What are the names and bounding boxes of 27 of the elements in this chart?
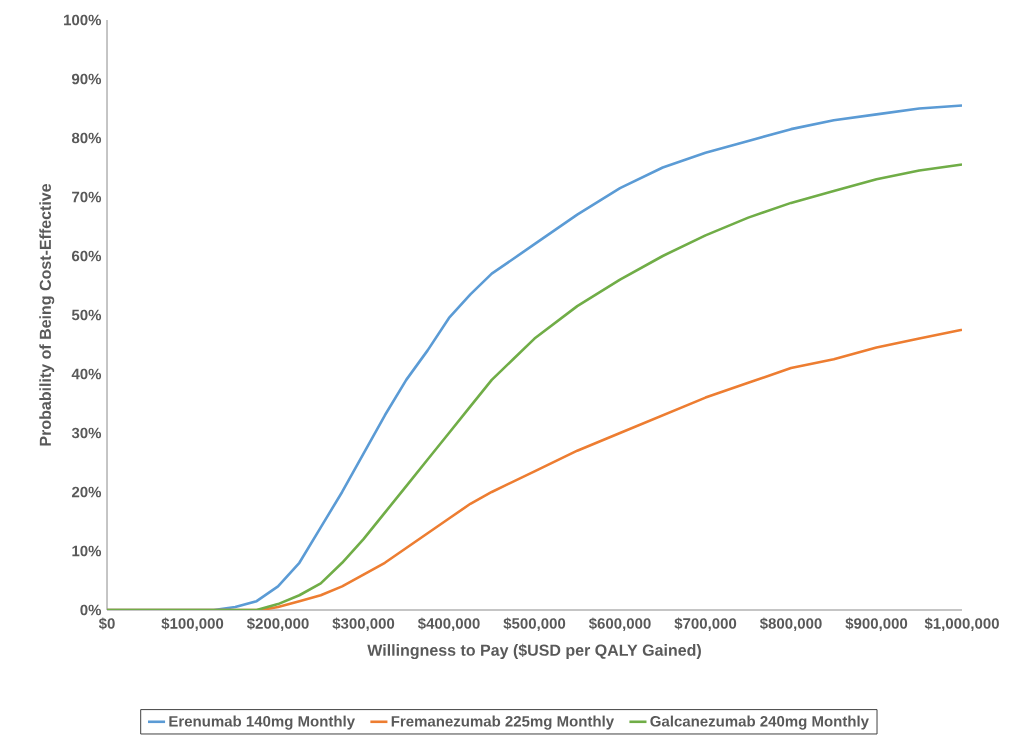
y-tick-label: 60% bbox=[72, 250, 102, 262]
x-tick-label: $0 bbox=[98, 617, 115, 630]
x-tick-label: $600,000 bbox=[588, 617, 651, 631]
y-tick-label: 40% bbox=[71, 368, 102, 380]
x-tick-label: $700,000 bbox=[674, 617, 737, 631]
y-tick-label: 0% bbox=[80, 604, 102, 616]
x-tick-label: $200,000 bbox=[246, 617, 309, 631]
y-tick-label: 10% bbox=[72, 545, 102, 557]
x-tick-label: $300,000 bbox=[332, 617, 395, 631]
x-tick-label: $900,000 bbox=[845, 617, 908, 631]
legend-label: Galcanezumab 240mg Monthly bbox=[650, 715, 869, 730]
y-tick-label: 100% bbox=[64, 14, 102, 26]
legend-label: Fremanezumab 225mg Monthly bbox=[391, 715, 615, 730]
y-tick-label: 80% bbox=[71, 132, 102, 144]
x-axis-title: Willingness to Pay ($USD per QALY Gained) bbox=[367, 643, 701, 660]
x-tick-label: $400,000 bbox=[417, 617, 480, 631]
y-tick-label: 20% bbox=[71, 486, 102, 498]
y-tick-label: 30% bbox=[71, 427, 102, 439]
legend-label: Erenumab 140mg Monthly bbox=[169, 715, 355, 730]
x-tick-label: $800,000 bbox=[759, 617, 822, 631]
y-tick-label: 50% bbox=[71, 309, 102, 321]
y-tick-label: 90% bbox=[71, 73, 102, 85]
x-tick-label: $500,000 bbox=[503, 617, 566, 631]
x-tick-label: $100,000 bbox=[161, 617, 224, 631]
y-axis-title: Probability of Being Cost-Effective bbox=[39, 183, 55, 446]
y-tick-label: 70% bbox=[72, 191, 102, 203]
x-tick-label: $1,000,000 bbox=[924, 617, 999, 631]
